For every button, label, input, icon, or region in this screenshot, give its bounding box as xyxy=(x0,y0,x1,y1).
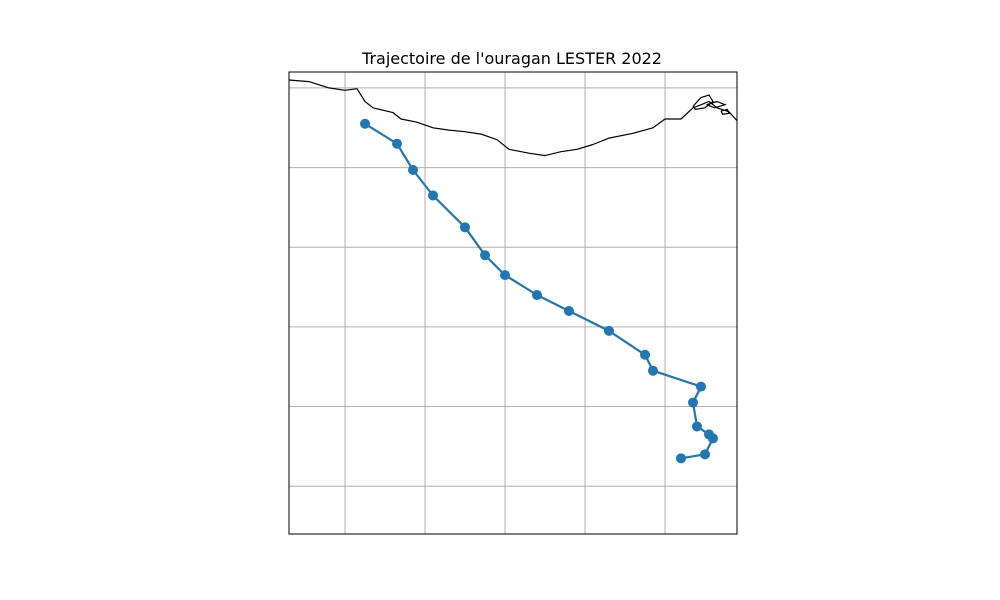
track-point xyxy=(692,421,702,432)
track-point xyxy=(688,397,698,408)
track-point xyxy=(428,190,438,201)
track-point xyxy=(392,138,402,149)
track-point xyxy=(700,449,710,460)
track-point xyxy=(696,381,706,392)
track-point xyxy=(640,349,650,360)
chart-title: Trajectoire de l'ouragan LESTER 2022 xyxy=(361,49,662,68)
track-point xyxy=(676,453,686,464)
map-layer xyxy=(289,72,737,534)
plot-frame xyxy=(288,71,738,535)
track-point xyxy=(500,270,510,281)
island-outline xyxy=(706,100,727,109)
track-point xyxy=(564,305,574,316)
track-point xyxy=(704,429,714,440)
track-point xyxy=(648,365,658,376)
track-point xyxy=(480,250,490,261)
island-outline xyxy=(692,94,714,111)
coastline xyxy=(289,79,737,157)
track-point xyxy=(532,290,542,301)
track-point xyxy=(408,164,418,175)
track-point xyxy=(604,325,614,336)
island-outline xyxy=(720,108,730,115)
track-point xyxy=(460,222,470,233)
track-point xyxy=(360,118,370,129)
